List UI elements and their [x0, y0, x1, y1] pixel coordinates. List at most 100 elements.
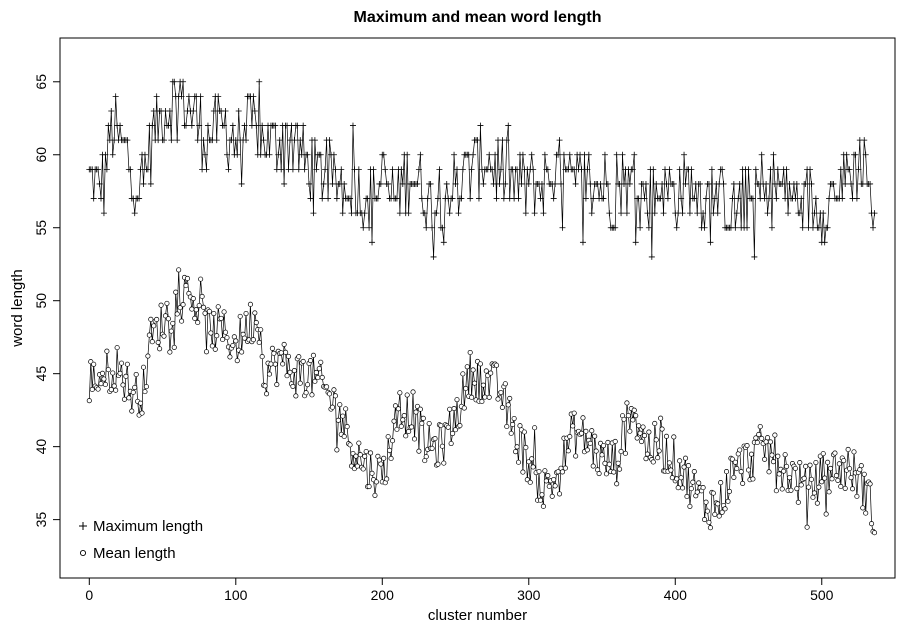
- data-point: [310, 352, 316, 358]
- data-point: [179, 318, 185, 324]
- data-point: [482, 394, 488, 400]
- data-point: [622, 450, 629, 456]
- data-point: [750, 476, 756, 482]
- data-point: [829, 476, 835, 482]
- data-point: [637, 430, 643, 436]
- data-point: [754, 439, 760, 446]
- data-point: [313, 166, 320, 173]
- legend-label-maximum: Maximum length: [93, 518, 203, 535]
- data-point: [174, 311, 180, 317]
- data-point: [110, 370, 116, 376]
- data-point: [763, 180, 770, 187]
- data-point: [475, 195, 482, 202]
- data-point: [363, 448, 369, 455]
- series-maximum: [86, 78, 878, 260]
- data-point: [582, 195, 589, 202]
- data-point: [426, 420, 432, 427]
- data-point: [685, 463, 691, 469]
- data-point: [521, 429, 527, 435]
- data-point: [678, 475, 684, 481]
- data-point: [150, 107, 157, 114]
- data-point: [468, 166, 475, 173]
- data-point: [450, 430, 456, 437]
- data-point: [770, 459, 776, 465]
- data-point: [641, 195, 648, 202]
- data-point: [423, 454, 429, 460]
- data-point: [180, 302, 186, 308]
- data-point: [648, 253, 655, 260]
- data-point: [253, 122, 260, 129]
- data-point: [130, 389, 136, 395]
- data-point: [505, 122, 512, 129]
- data-point: [164, 300, 170, 306]
- data-point: [103, 166, 110, 173]
- data-point: [497, 166, 504, 173]
- data-point: [617, 466, 623, 472]
- data-point: [315, 375, 321, 381]
- data-point: [307, 357, 314, 364]
- data-point: [189, 306, 195, 312]
- data-point: [324, 384, 330, 390]
- data-point: [552, 483, 558, 489]
- data-point: [871, 210, 878, 217]
- data-point: [448, 440, 454, 447]
- data-point: [460, 371, 466, 377]
- data-point: [624, 400, 630, 406]
- data-point: [795, 499, 801, 505]
- data-point: [673, 224, 680, 231]
- data-point: [266, 151, 273, 158]
- data-point: [715, 501, 721, 507]
- data-point: [688, 166, 695, 173]
- data-point: [161, 137, 168, 144]
- data-point: [530, 464, 536, 470]
- data-point: [114, 345, 120, 351]
- data-point: [98, 381, 104, 387]
- data-point: [356, 440, 362, 446]
- data-point: [567, 434, 573, 440]
- data-point: [694, 489, 700, 495]
- data-point: [480, 382, 486, 388]
- data-point: [826, 195, 833, 202]
- data-point: [385, 180, 392, 187]
- data-point: [441, 460, 447, 466]
- data-point: [221, 122, 228, 129]
- data-point: [578, 430, 585, 436]
- data-point: [347, 442, 353, 448]
- data-point: [132, 384, 138, 391]
- data-point: [544, 166, 551, 173]
- data-point: [329, 404, 336, 410]
- data-point: [540, 503, 546, 509]
- data-point: [489, 166, 496, 173]
- data-point: [196, 122, 203, 129]
- legend-marker-circle: [79, 549, 87, 557]
- data-point: [416, 448, 422, 454]
- data-point: [171, 78, 178, 85]
- data-point: [529, 456, 535, 462]
- data-point: [234, 358, 240, 364]
- data-point: [446, 210, 453, 217]
- data-point: [283, 349, 289, 355]
- data-point: [623, 210, 630, 217]
- data-point: [620, 180, 627, 187]
- data-point: [678, 195, 685, 202]
- data-point: [414, 180, 421, 187]
- data-point: [681, 151, 688, 158]
- data-point: [340, 413, 346, 419]
- data-point: [682, 180, 689, 187]
- legend-item-maximum: Maximum length: [79, 518, 203, 535]
- y-tick-label: 65: [33, 74, 49, 90]
- data-point: [138, 400, 144, 406]
- data-point: [389, 166, 396, 173]
- data-point: [706, 519, 712, 525]
- data-point: [703, 195, 710, 202]
- data-point: [192, 315, 198, 321]
- data-point: [91, 361, 97, 367]
- data-point: [99, 370, 106, 376]
- y-axis-label: word length: [9, 269, 26, 348]
- data-point: [867, 481, 873, 487]
- data-point: [711, 195, 718, 202]
- data-point: [631, 407, 637, 413]
- data-point: [436, 166, 443, 173]
- data-point: [188, 122, 195, 129]
- data-point: [126, 395, 132, 401]
